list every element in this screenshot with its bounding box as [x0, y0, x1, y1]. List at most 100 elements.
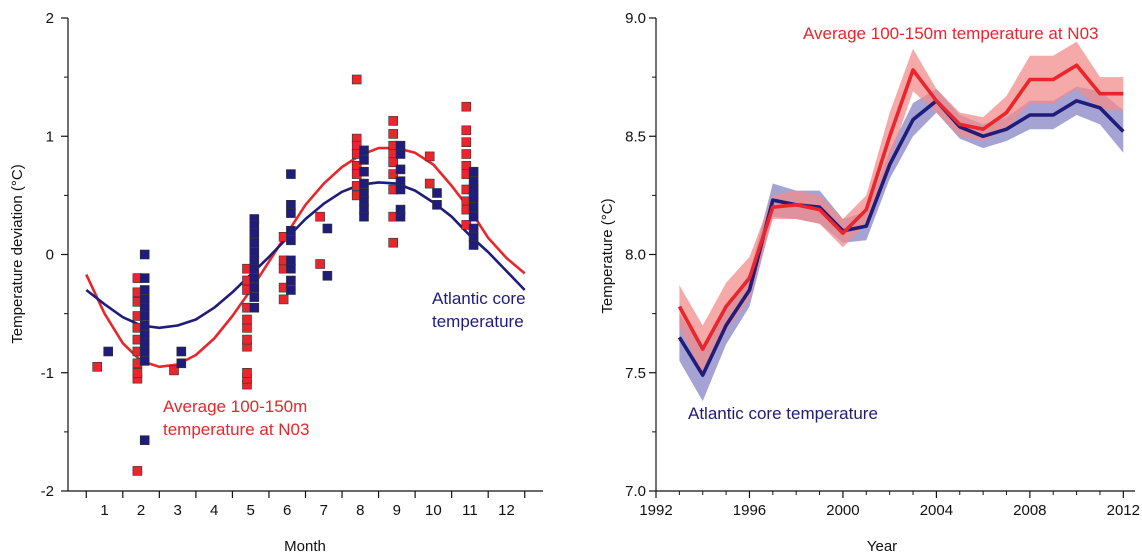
- atlantic-point: [286, 169, 296, 179]
- n03-point: [351, 74, 362, 85]
- left-y-tick-label: -1: [41, 365, 54, 382]
- left-chart: Temperature deviation (°C) Month -2-1012…: [9, 10, 543, 555]
- left-y-axis-label: Temperature deviation (°C): [9, 164, 26, 343]
- atlantic-point: [395, 164, 406, 175]
- left-x-tick-label: 8: [356, 502, 364, 519]
- n03-point: [424, 178, 435, 189]
- n03-point: [461, 149, 472, 159]
- atlantic-point: [468, 211, 479, 222]
- atlantic-point: [286, 255, 296, 266]
- atlantic-point: [176, 346, 187, 357]
- atlantic-annotation: Atlantic core temperature: [688, 404, 878, 423]
- n03-point: [132, 466, 143, 476]
- left-x-tick-label: 6: [283, 502, 291, 519]
- atlantic-point: [139, 294, 150, 305]
- atlantic-point: [359, 196, 369, 207]
- atlantic-point: [395, 140, 406, 151]
- atlantic-point: [249, 247, 260, 257]
- n03-point: [388, 129, 399, 139]
- atlantic-point: [139, 320, 150, 331]
- right-x-axis-label: Year: [867, 538, 897, 555]
- right-y-tick-label: 7.0: [625, 483, 646, 500]
- n03-point: [169, 365, 179, 376]
- atlantic-point: [468, 232, 479, 242]
- atlantic-point: [139, 273, 150, 283]
- atlantic-point: [359, 155, 369, 165]
- atlantic-point: [359, 145, 369, 156]
- atlantic-point: [432, 188, 442, 198]
- n03-line: [677, 63, 1124, 351]
- atlantic-point: [359, 188, 369, 198]
- atlantic-point: [139, 435, 150, 446]
- n03-point: [92, 361, 102, 372]
- n03-point: [388, 237, 399, 248]
- n03-annotation: Average 100-150m temperature at N03: [803, 24, 1098, 43]
- left-y-tick-label: -2: [41, 483, 54, 500]
- atlantic-point: [103, 346, 113, 357]
- atlantic-point: [468, 223, 479, 234]
- left-fit-curves: [85, 146, 526, 369]
- atlantic-point: [249, 228, 260, 238]
- atlantic-point: [139, 302, 150, 313]
- atlantic-point: [468, 192, 479, 203]
- left-x-tick-label: 3: [173, 502, 181, 519]
- atlantic-point: [249, 263, 260, 274]
- n03-annotation-line-1: Average 100-150m: [163, 397, 307, 416]
- atlantic-point: [286, 285, 296, 295]
- atlantic-point: [432, 200, 442, 210]
- atlantic-point: [249, 255, 260, 266]
- atlantic-annotation-line-2: temperature: [432, 312, 524, 331]
- left-x-tick-label: 2: [137, 502, 145, 519]
- atlantic-point: [139, 330, 150, 340]
- n03-point: [315, 259, 325, 269]
- atlantic-point: [249, 292, 260, 302]
- atlantic-uncertainty-band: [679, 86, 1124, 402]
- left-x-tick-label: 10: [425, 502, 442, 519]
- atlantic-point: [395, 176, 406, 186]
- n03-point: [315, 211, 325, 222]
- left-y-tick-label: 0: [46, 247, 54, 264]
- left-x-tick-label: 7: [320, 502, 328, 519]
- atlantic-point: [139, 338, 150, 349]
- atlantic-point: [322, 270, 333, 281]
- n03-point: [461, 101, 472, 112]
- atlantic-fit-curve: [85, 181, 526, 330]
- atlantic-point: [139, 249, 150, 260]
- atlantic-point: [139, 311, 150, 321]
- left-x-tick-label: 5: [247, 502, 255, 519]
- atlantic-point: [286, 263, 296, 274]
- n03-point: [388, 157, 399, 168]
- n03-point: [461, 125, 472, 136]
- atlantic-point: [468, 202, 479, 212]
- atlantic-point: [176, 358, 187, 369]
- atlantic-point: [395, 184, 406, 195]
- right-y-tick-label: 8.5: [625, 128, 646, 145]
- left-y-tick-label: 1: [46, 128, 54, 145]
- left-x-tick-label: 4: [210, 502, 218, 519]
- n03-point: [388, 116, 399, 126]
- atlantic-point: [395, 149, 406, 159]
- atlantic-point: [468, 166, 479, 177]
- left-y-tick-label: 2: [46, 10, 54, 27]
- left-x-tick-label: 12: [498, 502, 515, 519]
- left-data-points: [92, 74, 479, 476]
- atlantic-point: [249, 220, 260, 230]
- atlantic-point: [359, 211, 369, 222]
- right-uncertainty-bands: [679, 41, 1124, 402]
- right-y-tick-label: 9.0: [625, 10, 646, 27]
- n03-point: [278, 294, 289, 305]
- atlantic-line: [677, 99, 1125, 377]
- left-x-tick-label: 11: [462, 502, 478, 519]
- n03-annotation-line-2: temperature at N03: [163, 420, 309, 439]
- n03-fit-curve: [85, 146, 526, 369]
- atlantic-point: [286, 208, 296, 218]
- right-y-tick-label: 7.5: [625, 365, 646, 382]
- atlantic-point: [139, 346, 150, 357]
- left-x-axis-label: Month: [284, 538, 326, 555]
- atlantic-point: [322, 223, 333, 234]
- atlantic-point: [359, 178, 369, 189]
- atlantic-point: [468, 240, 479, 250]
- right-x-tick-label: 1992: [639, 502, 672, 519]
